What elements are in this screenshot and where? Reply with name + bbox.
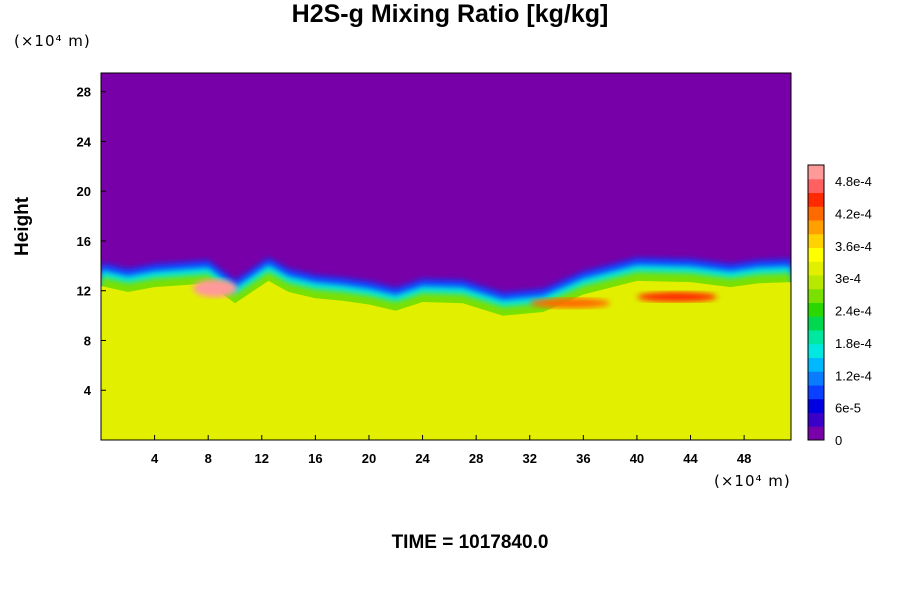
- plot-area: [101, 73, 791, 440]
- x-tick-label: 36: [576, 451, 590, 466]
- colorbar-swatch: [808, 398, 824, 413]
- y-tick-label: 8: [84, 333, 91, 348]
- x-axis: 4 8 12 16 20 24 28 32 36 40 44 48: [151, 435, 751, 466]
- y-tick-label: 24: [77, 134, 92, 149]
- y-tick-label: 16: [77, 234, 91, 249]
- y-tick-label: 12: [77, 284, 91, 299]
- x-tick-label: 12: [255, 451, 269, 466]
- y-tick-label: 28: [77, 85, 91, 100]
- hotspot: [192, 279, 237, 298]
- colorbar-swatch: [808, 426, 824, 441]
- x-tick-label: 24: [415, 451, 430, 466]
- colorbar-swatch: [808, 357, 824, 372]
- colorbar-tick-label: 3.6e-4: [835, 239, 872, 254]
- colorbar-swatch: [808, 220, 824, 235]
- colorbar-swatch: [808, 288, 824, 303]
- colorbar-tick-label: 4.2e-4: [835, 207, 872, 222]
- y-axis-unit: (×10⁴ m): [14, 32, 91, 50]
- colorbar-swatch: [808, 233, 824, 248]
- colorbar-swatch: [808, 178, 824, 193]
- colorbar-swatch: [808, 247, 824, 262]
- colorbar-swatch: [808, 206, 824, 221]
- x-tick-label: 8: [205, 451, 212, 466]
- colorbar-swatch: [808, 343, 824, 358]
- colorbar-tick-label: 4.8e-4: [835, 174, 872, 189]
- colorbar: 0 6e-5 1.2e-4 1.8e-4 2.4e-4 3e-4 3.6e-4 4.2e-4 4…: [807, 164, 872, 448]
- x-tick-label: 16: [308, 451, 322, 466]
- colorbar-tick-label: 1.2e-4: [835, 368, 872, 383]
- colorbar-swatch: [808, 371, 824, 386]
- plot-frame: [100, 72, 792, 441]
- colorbar-swatch: [808, 165, 824, 180]
- colorbar-swatch: [808, 261, 824, 276]
- colorbar-tick-label: 0: [835, 433, 842, 448]
- x-tick-label: 4: [151, 451, 159, 466]
- chart-title: H2S-g Mixing Ratio [kg/kg]: [291, 0, 609, 28]
- colorbar-swatch: [808, 192, 824, 207]
- colorbar-swatch: [808, 275, 824, 290]
- hotspot: [637, 291, 718, 302]
- y-axis: 4 8 12 16 20 24 28: [77, 85, 106, 398]
- y-tick-label: 20: [77, 184, 91, 199]
- x-tick-label: 32: [523, 451, 537, 466]
- lower-region: [101, 280, 791, 440]
- colorbar-swatch: [808, 412, 824, 427]
- x-tick-label: 44: [683, 451, 698, 466]
- x-tick-label: 20: [362, 451, 376, 466]
- colorbar-tick-label: 3e-4: [835, 271, 861, 286]
- colorbar-swatch: [808, 330, 824, 345]
- x-tick-label: 28: [469, 451, 483, 466]
- x-tick-label: 48: [737, 451, 751, 466]
- colorbar-swatch: [808, 385, 824, 400]
- colorbar-swatch: [808, 302, 824, 317]
- colorbar-tick-label: 2.4e-4: [835, 304, 872, 319]
- colorbar-swatch: [808, 316, 824, 331]
- x-tick-label: 40: [630, 451, 644, 466]
- y-tick-label: 4: [84, 383, 92, 398]
- colorbar-frame: [807, 164, 825, 441]
- colorbar-tick-label: 1.8e-4: [835, 336, 872, 351]
- x-axis-unit: (×10⁴ m): [714, 472, 791, 490]
- colorbar-tick-label: 6e-5: [835, 401, 861, 416]
- time-label: TIME = 1017840.0: [391, 532, 549, 553]
- hotspot: [529, 298, 610, 309]
